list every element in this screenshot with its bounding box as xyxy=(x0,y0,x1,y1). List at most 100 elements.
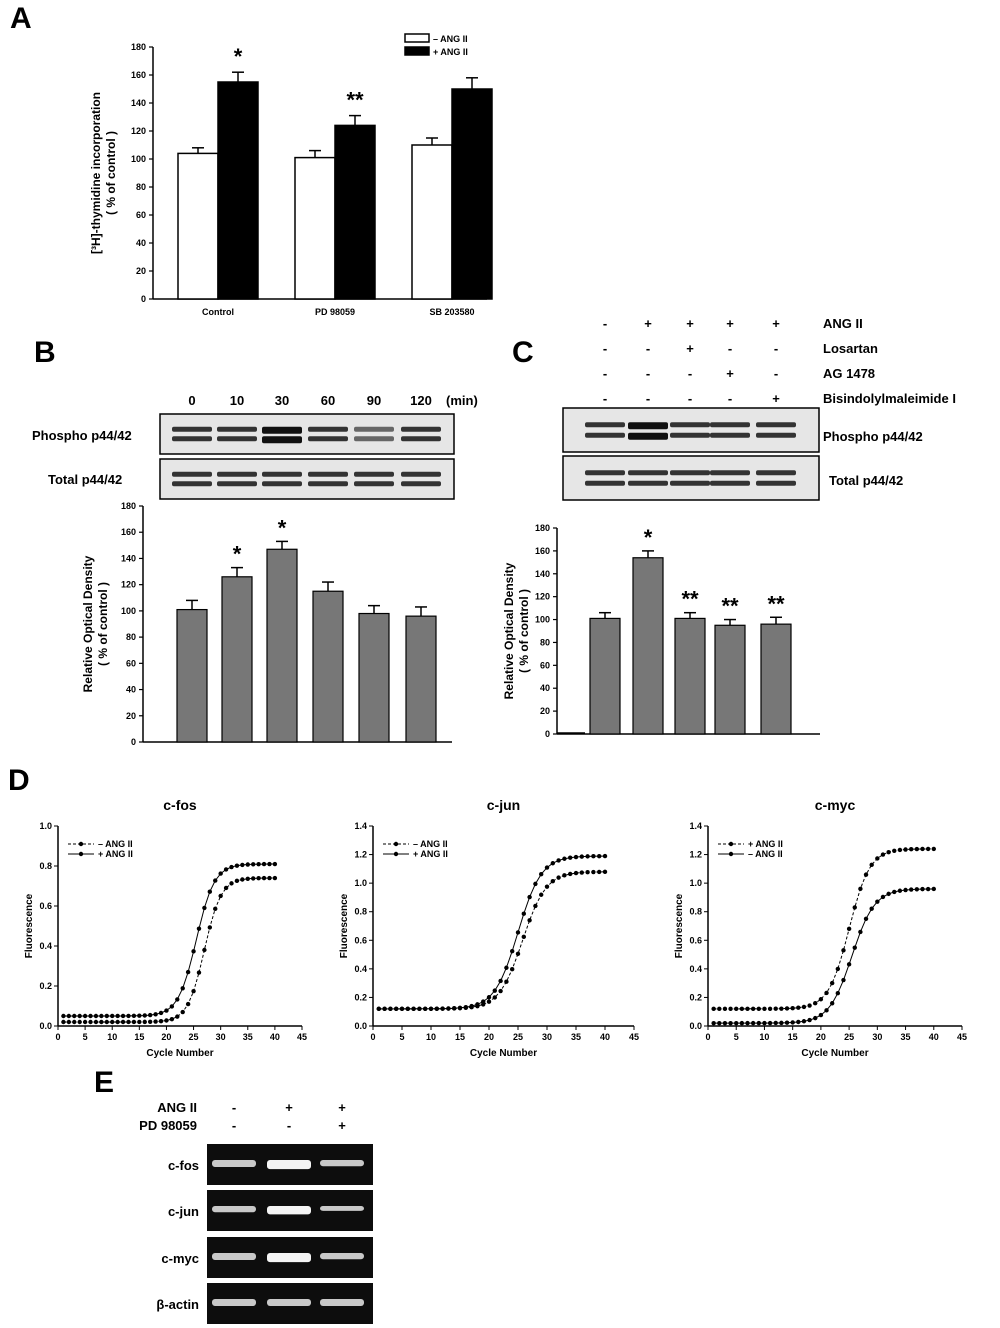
data-point xyxy=(399,1006,405,1012)
data-point xyxy=(533,881,538,887)
blot-band xyxy=(401,471,441,477)
data-point xyxy=(767,1006,773,1011)
blot-band xyxy=(585,470,625,476)
data-point xyxy=(72,1019,77,1025)
y-tick-label: 20 xyxy=(126,711,136,721)
data-point xyxy=(835,991,841,996)
y-tick-label: 0 xyxy=(545,729,550,739)
data-point xyxy=(77,1019,82,1025)
bar xyxy=(760,623,792,735)
bar xyxy=(266,548,298,743)
data-point xyxy=(734,1020,739,1026)
bar xyxy=(177,152,219,300)
data-point xyxy=(66,1013,72,1019)
treatment-sign: - xyxy=(728,391,732,406)
y-tick-label: 0.8 xyxy=(39,861,52,871)
treatment-sign: - xyxy=(688,366,692,381)
blot-band xyxy=(710,422,750,428)
blot-label: Total p44/42 xyxy=(829,473,903,488)
treatment-label: Losartan xyxy=(823,341,878,356)
data-point xyxy=(388,1006,393,1012)
y-tick-label: 140 xyxy=(121,553,136,563)
x-tick-label: 45 xyxy=(957,1032,967,1042)
data-point xyxy=(218,871,223,876)
series-line xyxy=(378,855,605,1010)
data-point xyxy=(931,846,936,852)
data-point xyxy=(515,930,521,935)
data-point xyxy=(579,854,584,859)
x-tick-label: 0 xyxy=(370,1032,375,1042)
x-tick-label: 25 xyxy=(513,1032,523,1042)
data-point xyxy=(382,1006,387,1012)
x-axis-label: Cycle Number xyxy=(470,1048,537,1059)
data-point xyxy=(267,861,272,867)
blot-band xyxy=(262,426,302,434)
treatment-sign: - xyxy=(603,316,607,331)
data-point xyxy=(573,870,579,876)
data-point xyxy=(863,872,869,877)
panel-letter-e: E xyxy=(94,1066,114,1099)
chart-title: c-jun xyxy=(487,797,520,813)
y-tick-label: 0.6 xyxy=(39,901,52,911)
data-point xyxy=(120,1013,126,1019)
data-point xyxy=(191,988,196,994)
x-tick-label: 20 xyxy=(816,1032,826,1042)
data-point xyxy=(153,1012,158,1017)
data-point xyxy=(93,1013,99,1019)
legend-label: + ANG II xyxy=(413,849,448,859)
data-point xyxy=(142,1019,147,1025)
significance-mark: ** xyxy=(767,591,785,616)
data-point xyxy=(903,887,908,893)
data-point xyxy=(411,1006,416,1012)
treatment-sign: - xyxy=(232,1118,236,1133)
y-tick-label: 40 xyxy=(540,683,550,693)
data-point xyxy=(267,875,272,881)
blot-band xyxy=(628,422,668,430)
gel-row-label: c-fos xyxy=(168,1158,199,1173)
data-point xyxy=(773,1020,778,1026)
data-point xyxy=(104,1013,110,1019)
data-point xyxy=(99,1013,104,1019)
data-point xyxy=(886,891,891,897)
data-point xyxy=(245,862,250,867)
data-point xyxy=(463,1004,468,1010)
data-point xyxy=(756,1006,761,1012)
data-point xyxy=(175,997,180,1002)
x-tick-label: 15 xyxy=(455,1032,465,1042)
x-tick-label: 15 xyxy=(788,1032,798,1042)
x-tick-label: 35 xyxy=(571,1032,581,1042)
data-point xyxy=(858,886,863,892)
data-point xyxy=(790,1020,795,1025)
data-point xyxy=(469,1003,474,1009)
blot-band xyxy=(172,471,212,477)
legend-label: – ANG II xyxy=(98,839,133,849)
data-point xyxy=(734,1006,739,1012)
y-tick-label: 0.4 xyxy=(39,941,52,951)
panel-letter-d: D xyxy=(8,764,30,797)
legend-label: – ANG II xyxy=(748,849,783,859)
treatment-sign: + xyxy=(772,391,780,406)
treatment-sign: - xyxy=(774,366,778,381)
significance-mark: * xyxy=(234,44,243,69)
treatment-sign: + xyxy=(686,316,694,331)
legend-label: – ANG II xyxy=(413,839,448,849)
bar xyxy=(334,124,376,300)
data-point xyxy=(527,918,532,923)
treatment-sign: + xyxy=(285,1100,293,1115)
data-point xyxy=(880,894,886,900)
blot-band xyxy=(585,480,625,486)
data-point xyxy=(481,999,486,1004)
time-label: 60 xyxy=(321,393,335,408)
treatment-sign: - xyxy=(232,1100,236,1115)
x-tick-label: 25 xyxy=(189,1032,199,1042)
treatment-sign: - xyxy=(287,1118,291,1133)
blot-band xyxy=(354,436,394,442)
gel-row-label: c-jun xyxy=(168,1204,199,1219)
blot-band xyxy=(585,432,625,438)
x-tick-label: 5 xyxy=(734,1032,739,1042)
data-point xyxy=(169,1016,175,1022)
y-tick-label: 0.6 xyxy=(689,935,702,945)
data-point xyxy=(99,1019,104,1025)
data-point xyxy=(180,986,185,991)
x-tick-label: 45 xyxy=(297,1032,307,1042)
